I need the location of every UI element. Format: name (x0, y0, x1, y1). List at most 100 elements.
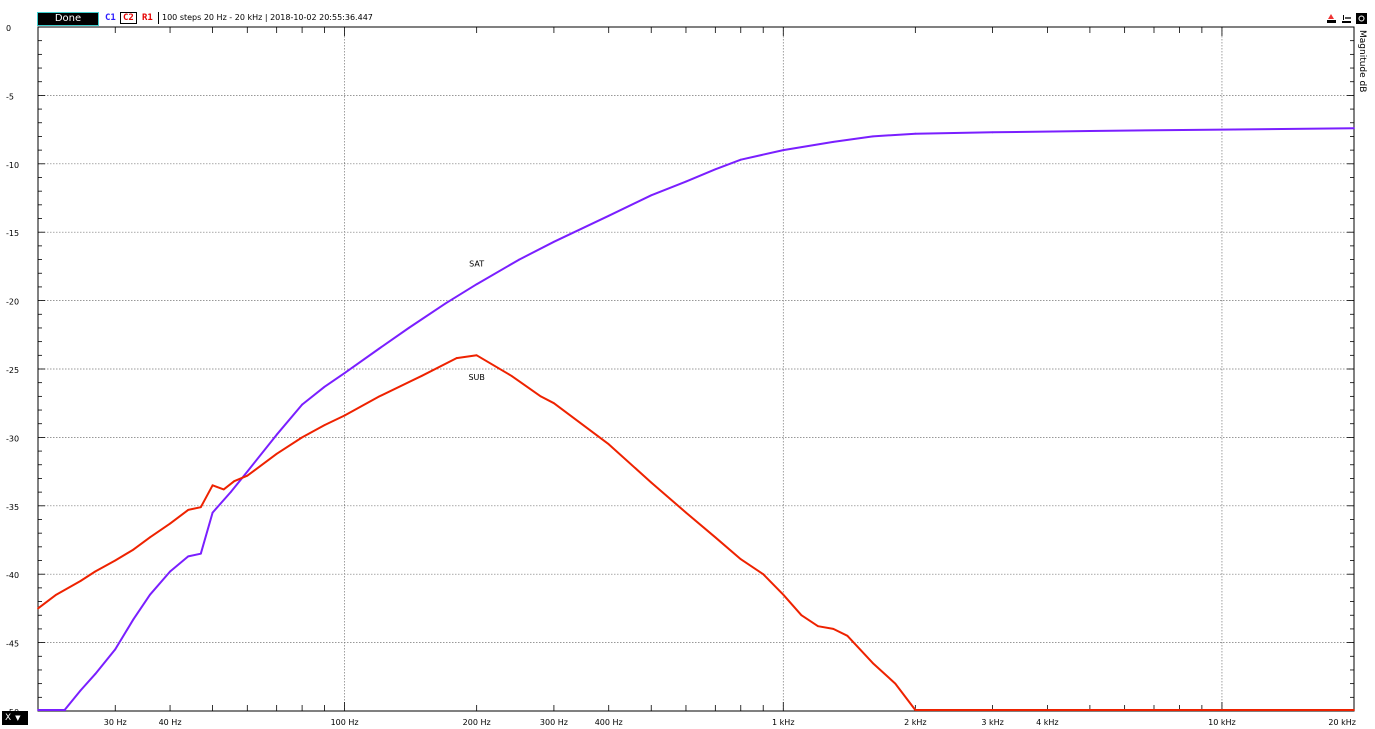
series-2-point (246, 474, 249, 477)
series-2-point (199, 506, 202, 509)
series-1-point (685, 180, 687, 183)
channel-r1-toggle[interactable]: R1 (142, 13, 153, 23)
series-1-point (378, 347, 381, 350)
series-2-point (79, 580, 82, 582)
series-1-point (187, 555, 190, 558)
series-2-point (420, 374, 423, 377)
series-1-point (246, 470, 249, 473)
series-1-point (114, 648, 117, 651)
series-1-point (275, 433, 278, 436)
y-tick-labels: 0-5-10-15-20-25-30-35-40-45-50 (6, 24, 19, 717)
chevron-down-icon: ▼ (15, 714, 21, 722)
series-2-point (222, 488, 225, 491)
series-1-point (553, 240, 555, 243)
series-2-point (1353, 709, 1355, 711)
series-1-point (407, 327, 410, 329)
series-1-point (871, 135, 874, 138)
x-tick-label: 100 Hz (331, 718, 359, 727)
toolbar-divider (158, 12, 159, 24)
series-1-point (229, 491, 232, 494)
x-tick-label: 200 Hz (463, 718, 491, 727)
series-1-point (211, 511, 214, 514)
annotation-label: SUB (468, 373, 484, 382)
series-2-point (187, 509, 190, 511)
series-2-point (169, 522, 171, 525)
y-tick-label: -5 (6, 92, 14, 101)
toolbar: Done C1 C2 R1 100 steps 20 Hz - 20 kHz |… (0, 0, 1375, 26)
series-2-point (94, 570, 97, 573)
series-2-point (539, 395, 542, 398)
series-1-point (199, 552, 202, 555)
series-2-point (871, 662, 874, 665)
status-button[interactable]: Done (38, 13, 98, 25)
series-2-point (275, 452, 278, 455)
series-1-point (301, 403, 304, 406)
series-2-point (685, 511, 687, 514)
series-1-point (323, 385, 326, 388)
annotations: SAT SUB (468, 259, 484, 382)
x-tick-label: 30 Hz (104, 718, 127, 727)
x-tick-label: 400 Hz (595, 718, 623, 727)
series-1-point (132, 618, 135, 621)
series-2-point (607, 443, 610, 446)
channel-c2-toggle[interactable]: C2 (120, 12, 137, 24)
series-group (37, 127, 1355, 711)
series-2-point (832, 628, 835, 630)
annotation-label: SAT (469, 259, 484, 268)
series-1-point (169, 570, 171, 573)
series-2-point (475, 354, 478, 357)
series-2-point (211, 484, 214, 487)
series-1-point (739, 158, 742, 161)
series-1-point (343, 372, 346, 375)
series-2-point (650, 481, 653, 484)
y-tick-label: -40 (6, 571, 19, 580)
series-2-point (782, 593, 785, 596)
x-tick-label: 3 kHz (981, 718, 1003, 727)
y-tick-label: -45 (6, 640, 19, 649)
series-1-point (1353, 127, 1355, 130)
series-2-point (323, 424, 326, 426)
x-axis-menu-button[interactable]: X ▼ (2, 711, 28, 725)
series-2-point (739, 558, 742, 561)
series-2-point (894, 682, 897, 685)
series-2-point (114, 559, 117, 562)
series-2-point (55, 593, 58, 596)
series-1-point (518, 258, 521, 261)
series-2-point (37, 607, 39, 610)
cursor-icon[interactable] (1341, 13, 1352, 24)
series-2-point (343, 414, 346, 417)
marker-icon[interactable] (1326, 13, 1337, 24)
channel-c1-toggle[interactable]: C1 (105, 13, 116, 23)
x-tick-label: 300 Hz (540, 718, 568, 727)
series-1-point (714, 168, 717, 171)
x-tick-label: 40 Hz (159, 718, 182, 727)
y-tick-label: -20 (6, 298, 19, 307)
series-2-point (510, 374, 513, 377)
y-tick-label: 0 (6, 24, 11, 33)
series-2-point (800, 614, 803, 617)
series-1-point (782, 149, 785, 152)
series-1-point (1221, 128, 1223, 131)
series-2-point (714, 536, 717, 539)
series-2-point (817, 625, 819, 628)
series-1-point (991, 131, 994, 134)
x-tick-label: 10 kHz (1208, 718, 1236, 727)
plot-frame (37, 26, 1355, 712)
series-2-point (762, 573, 765, 576)
series-2-point (149, 536, 151, 539)
series-2-point (233, 480, 236, 483)
x-tick-labels: 30 Hz 40 Hz 100 Hz 200 Hz 300 Hz 400 Hz 1 kHz 2… (104, 718, 1356, 727)
series-line-2 (37, 354, 1354, 711)
series-2-point (553, 402, 555, 405)
series-2-point (132, 548, 135, 551)
x-tick-label: 1 kHz (772, 718, 794, 727)
series-line-1 (38, 127, 1355, 711)
settings-icon[interactable] (1356, 13, 1367, 24)
y-tick-label: -15 (6, 229, 19, 238)
x-tick-label: 2 kHz (904, 718, 926, 727)
y-tick-label: -10 (6, 161, 19, 170)
series-1-point (914, 132, 917, 135)
series-2-point (301, 436, 304, 439)
series-1-point (650, 194, 653, 197)
series-1-point (149, 593, 151, 596)
